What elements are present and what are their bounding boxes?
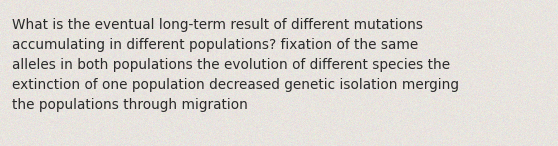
Text: What is the eventual long-term result of different mutations
accumulating in dif: What is the eventual long-term result of… <box>12 18 459 112</box>
